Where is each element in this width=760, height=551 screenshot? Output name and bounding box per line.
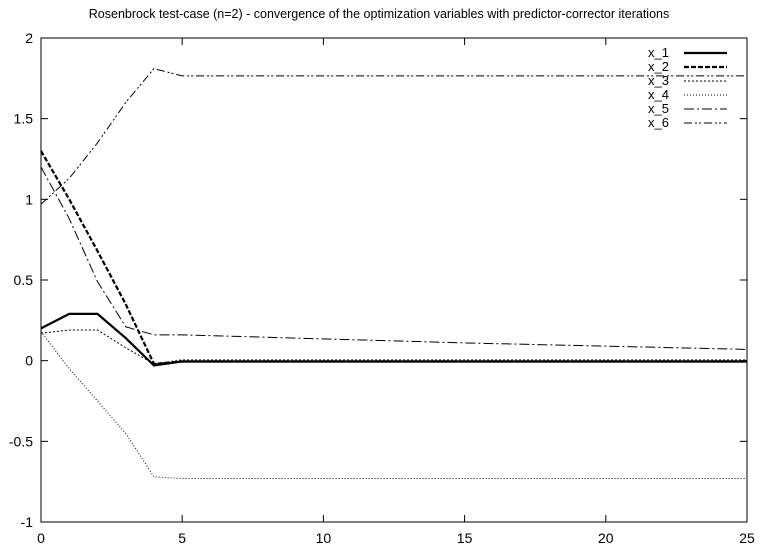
x-tick-label: 15 <box>457 530 473 546</box>
plot-area <box>40 68 748 479</box>
y-tick-label: -1 <box>21 514 34 530</box>
x-tick-label: 10 <box>316 530 332 546</box>
chart-title: Rosenbrock test-case (n=2) - convergence… <box>89 7 669 21</box>
series-line-x-6 <box>40 68 747 205</box>
x-tick-label: 25 <box>739 530 755 546</box>
legend-label: x_5 <box>648 101 669 116</box>
series-line-x-4 <box>40 331 747 479</box>
legend-label: x_2 <box>648 59 669 74</box>
y-tick-label: 2 <box>25 30 33 46</box>
y-tick-label: 0.5 <box>14 272 34 288</box>
series-line-x-2 <box>40 150 747 366</box>
x-tick-label: 0 <box>37 530 45 546</box>
series-line-x-3 <box>40 329 747 365</box>
y-tick-label: 1.5 <box>14 111 34 127</box>
legend-label: x_6 <box>648 115 669 130</box>
legend-label: x_1 <box>648 45 669 60</box>
x-tick-label: 20 <box>598 530 614 546</box>
plot-frame <box>40 37 748 523</box>
y-tick-label: 1 <box>25 191 33 207</box>
legend: x_1x_2x_3x_4x_5x_6 <box>648 45 727 130</box>
x-tick-label: 5 <box>178 530 186 546</box>
series-line-x-5 <box>40 166 748 350</box>
y-tick-label: 0 <box>25 353 33 369</box>
legend-label: x_4 <box>648 87 669 102</box>
legend-label: x_3 <box>648 73 669 88</box>
axis-ticks: 0 5 10 15 20 25 -1 -0.5 0 0.5 1 1.5 2 <box>9 30 755 546</box>
y-tick-label: -0.5 <box>9 433 33 449</box>
